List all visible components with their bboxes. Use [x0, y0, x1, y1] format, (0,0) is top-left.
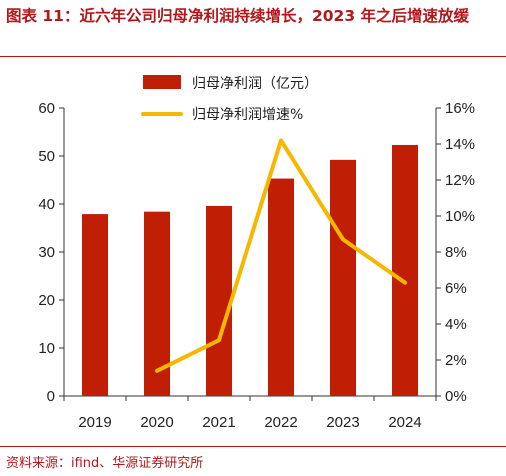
- right-tick-label: 8%: [445, 244, 467, 261]
- legend-bar-swatch: [143, 75, 181, 89]
- source-note: 资料来源：ifind、华源证券研究所: [6, 456, 204, 471]
- right-tick-label: 12%: [445, 172, 475, 189]
- x-tick-label: 2024: [388, 414, 421, 431]
- legend-bar-label: 归母净利润（亿元）: [192, 75, 318, 92]
- right-tick-label: 14%: [445, 136, 475, 153]
- bar: [392, 144, 418, 396]
- legend-line-label: 归母净利润增速%: [192, 106, 303, 123]
- right-tick-label: 4%: [445, 316, 467, 333]
- title-divider: [0, 56, 506, 57]
- x-tick-label: 2019: [78, 414, 111, 431]
- bar-series: [82, 144, 418, 396]
- legend: 归母净利润（亿元） 归母净利润增速%: [141, 75, 318, 123]
- x-tick-label: 2020: [140, 414, 173, 431]
- left-tick-label: 30: [38, 244, 55, 261]
- x-tick-label: 2023: [326, 414, 359, 431]
- footer-divider: [0, 446, 506, 447]
- chart-title: 图表 11：近六年公司归母净利润持续增长，2023 年之后增速放缓: [6, 7, 470, 25]
- chart-axes: [63, 108, 437, 397]
- left-tick-label: 50: [38, 148, 55, 165]
- left-tick-label: 10: [38, 340, 55, 357]
- bar: [268, 178, 294, 396]
- right-y-axis-ticks: 0% 2% 4% 6% 8% 10% 12% 14% 16%: [436, 100, 475, 405]
- right-tick-label: 6%: [445, 280, 467, 297]
- right-tick-label: 2%: [445, 352, 467, 369]
- x-tick-label: 2021: [202, 414, 235, 431]
- left-tick-label: 40: [38, 196, 55, 213]
- bar: [82, 214, 108, 396]
- left-tick-label: 60: [38, 100, 55, 117]
- left-y-axis-ticks: 0 10 20 30 40 50 60: [38, 100, 64, 405]
- bar: [330, 159, 356, 396]
- right-tick-label: 0%: [445, 388, 467, 405]
- left-tick-label: 20: [38, 292, 55, 309]
- right-tick-label: 16%: [445, 100, 475, 117]
- right-tick-label: 10%: [445, 208, 475, 225]
- line-series: [155, 138, 407, 373]
- x-tick-label: 2022: [264, 414, 297, 431]
- left-tick-label: 0: [47, 388, 55, 405]
- x-axis-ticks: 2019 2020 2021 2022 2023 2024: [63, 396, 437, 431]
- bar: [206, 205, 232, 396]
